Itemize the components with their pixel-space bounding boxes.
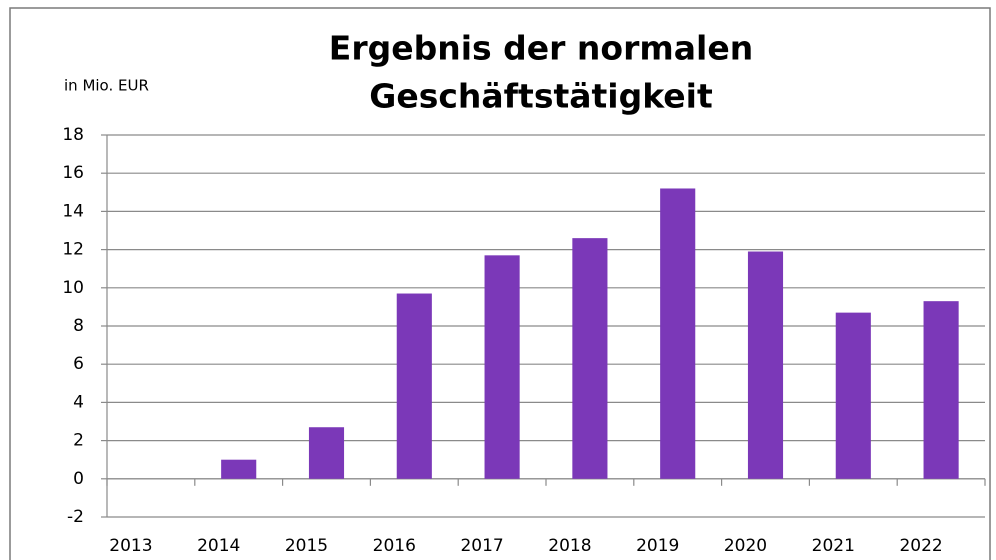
bar	[572, 238, 608, 479]
x-tick-label: 2013	[109, 536, 152, 556]
y-tick-label: 6	[73, 354, 84, 374]
y-tick-label: 0	[73, 469, 84, 489]
y-tick-label: 12	[62, 240, 84, 260]
x-tick-label: 2021	[812, 536, 855, 556]
x-tick-label: 2019	[636, 536, 679, 556]
bar	[484, 255, 520, 479]
y-tick-label: 8	[73, 316, 84, 336]
y-tick-label: 10	[62, 278, 84, 298]
y-tick-label: 4	[73, 392, 84, 412]
bar	[660, 188, 696, 479]
bar	[923, 301, 959, 479]
y-axis-label: in Mio. EUR	[64, 77, 149, 95]
chart-title: Geschäftstätigkeit	[369, 77, 713, 116]
x-tick-label: 2017	[460, 536, 503, 556]
bar	[835, 312, 871, 479]
x-tick-label: 2014	[197, 536, 240, 556]
bar	[747, 251, 784, 479]
x-tick-label: 2020	[724, 536, 767, 556]
bar	[221, 459, 257, 479]
x-tick-label: 2015	[285, 536, 328, 556]
chart-title: Ergebnis der normalen	[329, 29, 753, 68]
x-tick-label: 2016	[373, 536, 416, 556]
bar	[308, 427, 345, 479]
x-tick-label: 2022	[899, 536, 942, 556]
bar	[396, 293, 432, 479]
y-tick-label: 14	[62, 201, 84, 221]
y-tick-label: 2	[73, 431, 84, 451]
y-tick-label: 18	[62, 125, 84, 145]
y-tick-label: -2	[67, 507, 84, 527]
y-tick-label: 16	[62, 163, 84, 183]
x-tick-label: 2018	[548, 536, 591, 556]
